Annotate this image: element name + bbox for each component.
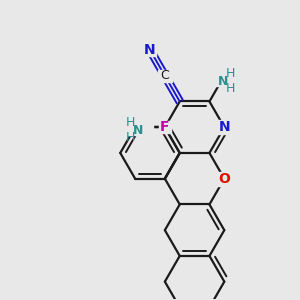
- Bar: [123, 119, 153, 135]
- Text: H: H: [125, 130, 135, 144]
- Text: F: F: [160, 120, 170, 134]
- Text: H: H: [226, 82, 236, 95]
- Bar: [218, 172, 231, 186]
- Bar: [158, 70, 172, 82]
- Bar: [218, 120, 231, 134]
- Bar: [208, 70, 238, 86]
- Bar: [144, 44, 156, 56]
- Text: C: C: [160, 69, 169, 82]
- Text: O: O: [218, 172, 230, 186]
- Text: N: N: [218, 120, 230, 134]
- Text: H: H: [226, 67, 236, 80]
- Bar: [159, 121, 171, 133]
- Text: H: H: [125, 116, 135, 129]
- Text: N: N: [144, 43, 156, 57]
- Text: N: N: [218, 75, 228, 88]
- Text: N: N: [133, 124, 143, 137]
